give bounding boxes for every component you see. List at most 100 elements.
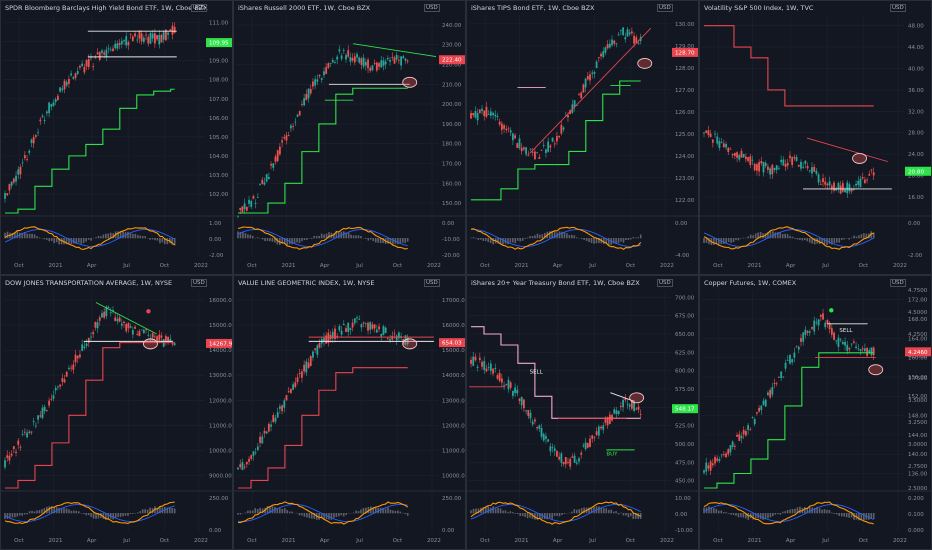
chart-panel-vix[interactable]: Volatility S&P 500 Index, 1W, TVC USD 48…: [699, 0, 932, 275]
osc-histogram-bar: [43, 238, 46, 240]
osc-histogram-bar: [732, 238, 735, 243]
price-tick-label: 450.00: [675, 479, 695, 485]
osc-histogram-bar: [470, 237, 472, 239]
candle-body: [68, 367, 70, 370]
candle-body: [127, 323, 130, 329]
candle-body: [758, 162, 761, 172]
price-tick-label: 36.00: [908, 88, 924, 94]
price-tick-label: 40.00: [908, 67, 924, 73]
price-chart[interactable]: SELL BUY 700.00 675.00 650.00 625.00 600.00 575…: [467, 276, 699, 550]
price-chart[interactable]: 111.00110.00109.00108.00107.00106.00105.…: [1, 1, 233, 275]
chart-panel-hyg[interactable]: SPDR Bloomberg Barclays High Yield Bond …: [0, 0, 233, 275]
price-tick-label: 123.00: [675, 176, 695, 182]
price-tick-label: 4.0000: [908, 354, 928, 360]
candle-body: [584, 442, 587, 450]
candle-body: [718, 459, 721, 461]
price-chart[interactable]: SELL 172.00 168.00 164.00 160.00 156.00 152.00…: [700, 276, 932, 550]
candle-body: [811, 167, 813, 174]
candle-body: [722, 143, 725, 148]
candle-body: [586, 443, 589, 448]
chart-panel-tip[interactable]: iShares TIPS Bond ETF, 1W, Cboe BZX USD …: [466, 0, 699, 275]
candle-body: [34, 135, 37, 137]
candle-body: [780, 159, 783, 163]
osc-histogram-bar: [127, 513, 129, 516]
osc-tick-label: 10.00: [675, 496, 691, 502]
candle-body: [529, 148, 532, 150]
candle-body: [312, 351, 314, 358]
candle-body: [171, 25, 174, 35]
osc-histogram-bar: [247, 510, 249, 514]
osc-histogram-bar: [156, 507, 159, 514]
osc-histogram-bar: [708, 506, 710, 514]
osc-histogram-bar: [786, 509, 789, 514]
candle-body: [327, 63, 330, 68]
osc-histogram-bar: [705, 238, 708, 243]
candle-body: [347, 322, 350, 332]
candle-body: [173, 27, 176, 33]
time-tick-label: Jul: [588, 538, 596, 544]
candle-body: [808, 331, 811, 333]
time-tick-label: Oct: [626, 263, 636, 269]
osc-histogram-bar: [725, 238, 727, 244]
candle-body: [131, 36, 134, 42]
candle-body: [824, 181, 827, 185]
osc-histogram-bar: [161, 238, 164, 243]
candle-body: [342, 323, 345, 326]
osc-histogram-bar: [112, 233, 115, 239]
time-tick-label: Apr: [553, 538, 563, 544]
candle-body: [866, 179, 868, 181]
osc-histogram-bar: [254, 508, 257, 514]
candle-body: [520, 396, 523, 406]
candle-body: [481, 108, 483, 111]
candle-body: [485, 106, 488, 117]
osc-histogram-bar: [372, 506, 375, 514]
candle-body: [742, 429, 745, 435]
chart-panel-hg[interactable]: Copper Futures, 1W, COMEX USD SELL 172.00…: [699, 275, 932, 550]
candle-body: [395, 54, 398, 60]
chart-panel-tlt[interactable]: iShares 20+ Year Treasury Bond ETF, 1W, …: [466, 275, 699, 550]
price-chart[interactable]: 48.00 44.00 40.00 36.00 32.00 28.00 24.00 20.00…: [700, 1, 932, 275]
price-chart[interactable]: 16000.00 15000.00 14000.00 13000.00 12000.00…: [1, 276, 233, 550]
osc-histogram-bar: [558, 513, 561, 517]
chart-panel-dji[interactable]: DOW JONES TRANSPORTATION AVERAGE, 1W, NY…: [0, 275, 233, 550]
candle-body: [147, 334, 150, 336]
candle-body: [171, 343, 174, 345]
candle-body: [806, 166, 809, 169]
price-chart[interactable]: 17000.00 16000.00 15000.00 14000.00 13000.00…: [234, 276, 466, 550]
candle-body: [828, 323, 831, 330]
price-chart[interactable]: 130.00 129.00 128.00 127.00 126.00 125.00 124.…: [467, 1, 699, 275]
candle-body: [173, 343, 176, 346]
candle-body: [74, 73, 77, 78]
price-tick-label: 4.2500: [908, 332, 928, 338]
osc-histogram-bar: [124, 513, 127, 516]
osc-histogram-bar: [387, 507, 389, 514]
price-tick-label: 168.00: [908, 317, 928, 323]
osc-histogram-bar: [102, 513, 105, 519]
candle-body: [705, 130, 708, 133]
osc-histogram-bar: [568, 235, 571, 239]
candle-body: [303, 364, 306, 372]
candle-body: [378, 326, 380, 330]
price-chart[interactable]: 240.00 230.00 220.00 210.00 200.00 190.00 180.…: [234, 1, 466, 275]
osc-histogram-bar: [256, 237, 259, 239]
osc-histogram-bar: [281, 238, 284, 244]
candle-body: [784, 164, 787, 167]
osc-histogram-bar: [836, 513, 838, 515]
chart-panel-iwm[interactable]: iShares Russell 2000 ETF, 1W, Cboe BZX U…: [233, 0, 466, 275]
candle-body: [747, 157, 749, 162]
candle-body: [817, 319, 820, 326]
candle-body: [28, 431, 31, 433]
osc-histogram-bar: [838, 513, 841, 516]
osc-histogram-bar: [333, 233, 335, 239]
osc-histogram-bar: [75, 238, 78, 245]
osc-tick-label: 0.200: [908, 496, 924, 502]
candle-body: [553, 143, 556, 145]
candle-body: [729, 148, 732, 150]
osc-histogram-bar: [752, 513, 755, 520]
osc-histogram-bar: [848, 513, 850, 518]
candle-body: [520, 147, 523, 152]
candle-body: [129, 326, 132, 328]
candle-body: [94, 57, 97, 59]
osc-histogram-bar: [50, 238, 53, 241]
chart-panel-vlg[interactable]: VALUE LINE GEOMETRIC INDEX, 1W, NYSE USD…: [233, 275, 466, 550]
